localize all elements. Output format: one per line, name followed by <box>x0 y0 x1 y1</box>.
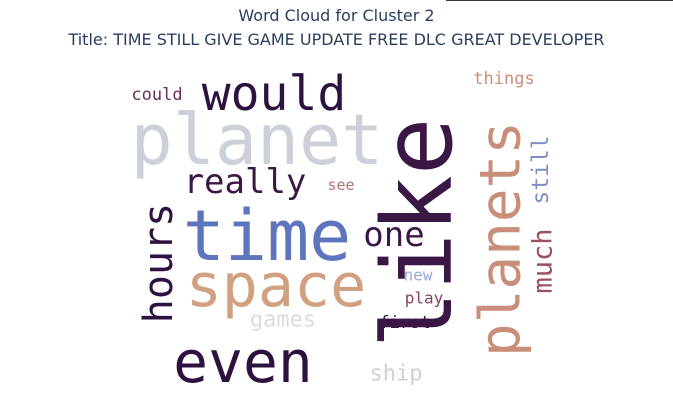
chart-title: Word Cloud for Cluster 2 <box>238 6 435 25</box>
word-like: like <box>362 117 474 348</box>
chart-subtitle: Title: TIME STILL GIVE GAME UPDATE FREE … <box>68 30 605 49</box>
word-much: much <box>528 228 559 293</box>
word-planets: planets <box>469 121 534 357</box>
word-time: time <box>183 195 352 277</box>
word-still: still <box>528 135 554 204</box>
word-even: even <box>173 328 313 396</box>
word-games: games <box>250 308 316 333</box>
word-would: would <box>202 66 347 122</box>
word-first: first <box>379 313 430 333</box>
word-new: new <box>404 266 433 285</box>
word-things: things <box>473 69 534 89</box>
word-planet: planet <box>131 99 384 181</box>
word-space: space <box>186 251 367 321</box>
word-really: really <box>184 162 307 202</box>
word-play: play <box>405 289 444 308</box>
word-see: see <box>327 176 354 194</box>
word-one: one <box>363 215 424 255</box>
word-hours: hours <box>136 203 182 323</box>
word-could: could <box>131 85 182 105</box>
top-border-line <box>446 0 673 1</box>
word-ship: ship <box>370 362 423 387</box>
